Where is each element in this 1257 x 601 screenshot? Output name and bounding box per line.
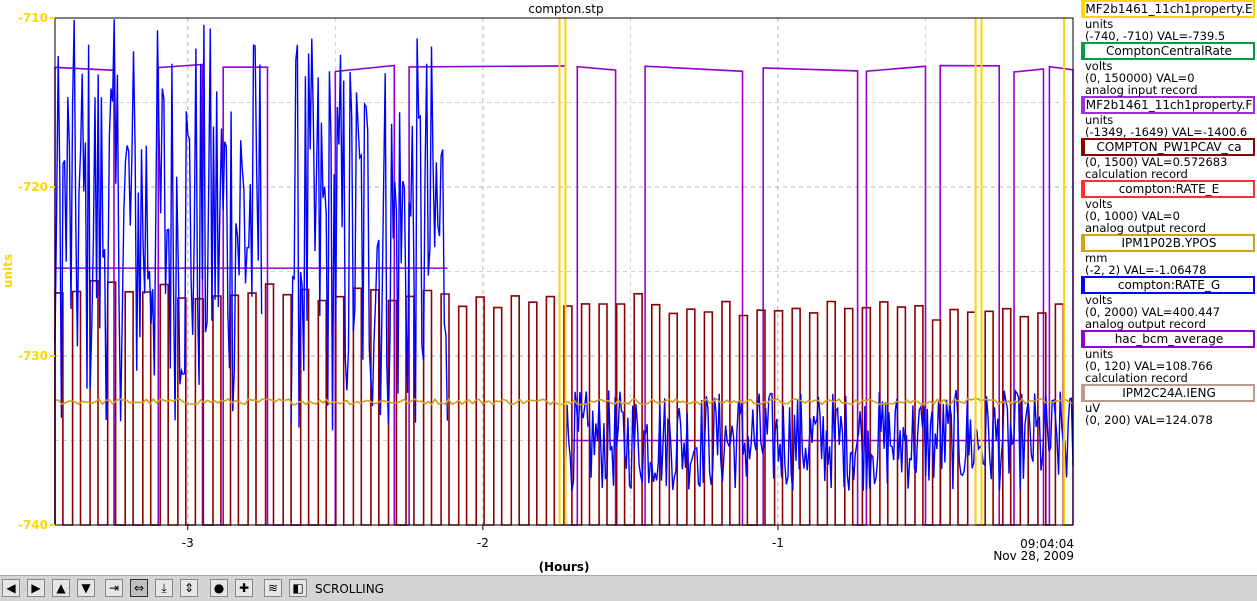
status-text: SCROLLING [315,582,384,596]
legend-detail: (0, 2000) VAL=400.447 [1085,305,1221,319]
legend-entry-button[interactable]: IPM2C24A.IENG [1081,384,1255,402]
scroll-right-button[interactable]: ▶ [27,579,45,597]
y-tick-label: -730 [18,349,48,363]
zoom-in-vertical-button[interactable]: ⤓ [155,579,173,597]
zoom-in-horizontal-button[interactable]: ⇥ [105,579,123,597]
legend-detail: units [1085,113,1114,127]
scroll-left-button[interactable]: ◀ [2,579,20,597]
zoom-out-vertical-button[interactable]: ⇕ [180,579,198,597]
legend-detail: calculation record [1085,371,1188,385]
reset-button[interactable]: ● [210,579,228,597]
end-time: 09:04:04 [1020,537,1074,551]
legend-detail: uV [1085,401,1101,415]
legend-detail: volts [1085,293,1113,307]
legend-entry-button[interactable]: compton:RATE_E [1081,180,1255,198]
legend-entry-button[interactable]: ComptonCentralRate [1081,42,1255,60]
scroll-mode-button[interactable]: ◧ [289,579,307,597]
x-tick-label: -2 [477,536,489,550]
legend-entry-button[interactable]: COMPTON_PW1PCAV_ca [1081,138,1255,156]
legend-entry-button[interactable]: MF2b1461_11ch1property.F [1081,96,1255,114]
end-date: Nov 28, 2009 [993,549,1074,563]
legend-detail: calculation record [1085,167,1188,181]
y-tick-label: -740 [18,518,48,532]
legend-detail: volts [1085,59,1113,73]
tick-layer: -710 -720 -730 -740 -3 -2 -1 [18,11,784,550]
legend: MF2b1461_11ch1property.E units (-740, -710… [1078,0,1257,426]
y-axis-label: units [1,254,15,288]
legend-detail: (0, 1500) VAL=0.572683 [1085,155,1228,169]
legend-entry-button[interactable]: compton:RATE_G [1081,276,1255,294]
toolbar: ◀ ▶ ▲ ▼ ⇥ ⇔ ⤓ ⇕ ● ✚ ≋ ◧ SCROLLING [0,575,1257,601]
legend-detail: (0, 200) VAL=124.078 [1085,413,1213,427]
scroll-down-button[interactable]: ▼ [77,579,95,597]
plot-frame [54,17,1074,526]
autoscale-button[interactable]: ≋ [264,579,282,597]
stripchart-plot[interactable]: compton.stp -710 -720 -730 -740 -3 -2 -1 units… [0,0,1078,575]
legend-detail: (-1349, -1649) VAL=-1400.6 [1085,125,1248,139]
legend-entry-button[interactable]: IPM1P02B.YPOS [1081,234,1255,252]
x-axis-label: (Hours) [539,560,590,574]
x-tick-label: -3 [182,536,194,550]
chart-title: compton.stp [528,2,603,16]
series-line [54,19,263,422]
legend-detail: analog input record [1085,83,1198,97]
legend-detail: volts [1085,197,1113,211]
legend-detail: analog output record [1085,317,1206,331]
legend-detail: analog output record [1085,221,1206,235]
legend-detail: (0, 1000) VAL=0 [1085,209,1180,223]
scroll-up-button[interactable]: ▲ [52,579,70,597]
y-tick-label: -710 [18,11,48,25]
crosshair-button[interactable]: ✚ [235,579,253,597]
legend-detail: (0, 150000) VAL=0 [1085,71,1195,85]
legend-detail: (-740, -710) VAL=-739.5 [1085,29,1226,43]
x-tick-label: -1 [772,536,784,550]
legend-detail: units [1085,17,1114,31]
zoom-out-horizontal-button[interactable]: ⇔ [130,579,148,597]
legend-detail: mm [1085,251,1108,265]
series-line [54,397,1074,406]
legend-detail: (-2, 2) VAL=-1.06478 [1085,263,1207,277]
series-line [290,38,449,431]
legend-entry-button[interactable]: hac_bcm_average [1081,330,1255,348]
legend-detail: units [1085,347,1114,361]
legend-entry-button[interactable]: MF2b1461_11ch1property.E [1081,0,1255,18]
y-tick-label: -720 [18,180,48,194]
series-line [564,388,1074,491]
legend-detail: (0, 120) VAL=108.766 [1085,359,1213,373]
